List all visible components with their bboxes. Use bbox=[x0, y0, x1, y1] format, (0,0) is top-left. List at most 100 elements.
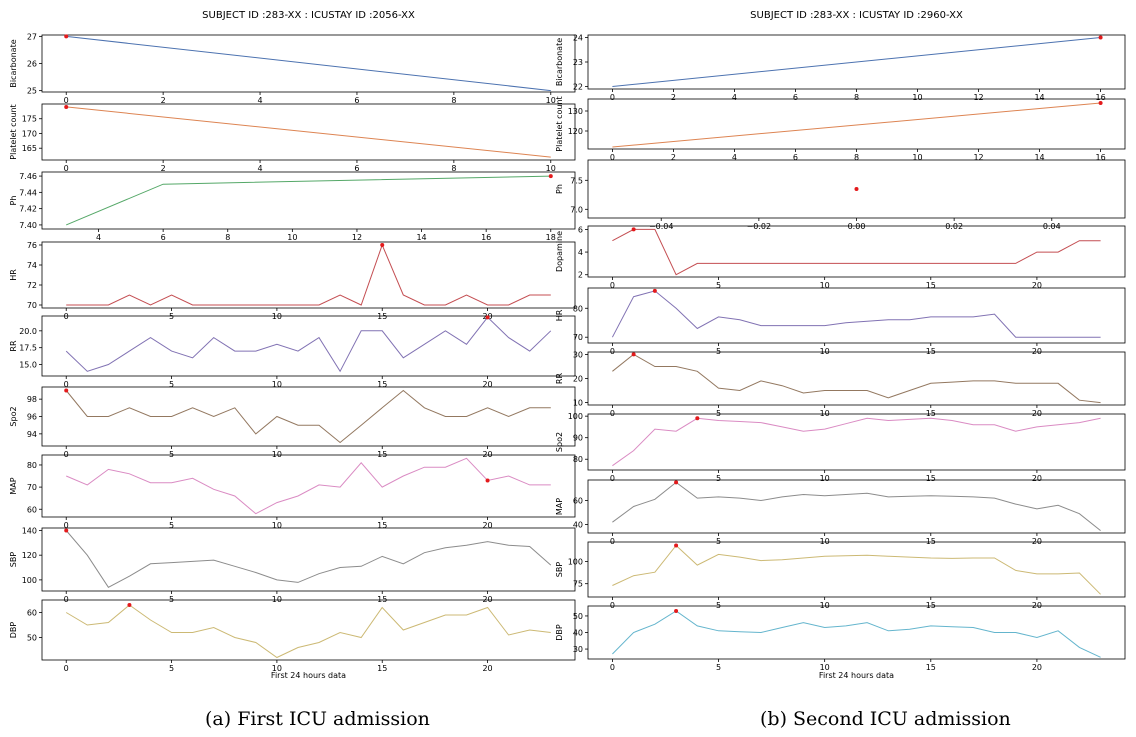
x-tick-label: 10 bbox=[820, 347, 830, 356]
series-line bbox=[612, 228, 1101, 276]
x-tick-label: 5 bbox=[169, 312, 174, 321]
y-tick-label: 175 bbox=[22, 115, 37, 124]
y-axis-label: Spo2 bbox=[555, 432, 564, 452]
y-tick-label: 17.5 bbox=[19, 344, 37, 353]
subplot-hr: 70 80 0 5 10 15 20 HR bbox=[555, 287, 1126, 356]
y-tick-label: 7.5 bbox=[570, 176, 583, 185]
x-tick-label: 2 bbox=[671, 93, 676, 102]
x-tick-label: 0 bbox=[64, 164, 69, 173]
subplot-ph: 7.40 7.42 7.44 7.46 4 6 8 10 12 14 16 18 Ph bbox=[9, 171, 576, 242]
y-tick-label: 100 bbox=[568, 412, 583, 421]
subplot-dbp: 30 40 50 0 5 10 15 20 DBP bbox=[555, 605, 1126, 672]
x-tick-label: 16 bbox=[1095, 153, 1105, 162]
x-tick-label: 20 bbox=[482, 664, 492, 673]
y-axis-label: Bicarbonate bbox=[9, 39, 18, 87]
y-tick-label: 75 bbox=[573, 580, 583, 589]
x-tick-label: 5 bbox=[716, 281, 721, 290]
x-tick-label: 5 bbox=[169, 450, 174, 459]
x-tick-label: 0 bbox=[610, 601, 615, 610]
x-tick-label: 10 bbox=[272, 450, 282, 459]
subplot-spo2: 94 96 98 0 5 10 15 20 Spo2 bbox=[9, 386, 576, 459]
x-tick-label: 10 bbox=[820, 281, 830, 290]
y-tick-label: 120 bbox=[568, 127, 583, 136]
subplot-bicarbonate: 25 26 27 0 2 4 6 8 10 Bicarbonate bbox=[9, 32, 576, 105]
x-tick-label: 0 bbox=[610, 93, 615, 102]
x-tick-label: 2 bbox=[161, 96, 166, 105]
x-tick-label: 12 bbox=[973, 93, 983, 102]
x-tick-label: 5 bbox=[716, 409, 721, 418]
y-tick-label: 24 bbox=[573, 33, 583, 42]
series-line bbox=[65, 316, 552, 373]
axes-frame bbox=[41, 241, 576, 309]
axes-frame bbox=[587, 479, 1126, 534]
x-tick-label: −0.02 bbox=[747, 222, 772, 231]
x-tick-label: 0.04 bbox=[1043, 222, 1061, 231]
panel-title: SUBJECT ID :283-XX : ICUSTAY ID :2056-XX bbox=[202, 10, 415, 21]
y-tick-label: 30 bbox=[573, 350, 583, 359]
series-line bbox=[612, 610, 1101, 658]
subplot-sbp: 100 120 140 0 5 10 15 20 SBP bbox=[9, 526, 576, 604]
x-tick-label: 8 bbox=[225, 233, 230, 242]
subplot-dbp: 50 60 0 5 10 15 20 DBP bbox=[9, 599, 576, 673]
y-tick-label: 7.40 bbox=[19, 221, 37, 230]
subplot-map: 40 60 0 5 10 15 20 MAP bbox=[555, 479, 1126, 546]
x-tick-label: 10 bbox=[272, 595, 282, 604]
y-tick-label: 72 bbox=[27, 281, 37, 290]
y-tick-label: 6 bbox=[578, 225, 583, 234]
x-tick-label: 4 bbox=[732, 153, 737, 162]
axes-frame bbox=[41, 315, 576, 377]
axes-frame bbox=[587, 287, 1126, 344]
max-point-marker bbox=[631, 352, 636, 357]
x-tick-label: 0 bbox=[610, 347, 615, 356]
x-tick-label: 5 bbox=[169, 664, 174, 673]
max-point-marker bbox=[485, 315, 490, 320]
x-tick-label: 0 bbox=[610, 409, 615, 418]
series-line bbox=[66, 106, 551, 158]
y-tick-label: 60 bbox=[27, 505, 37, 514]
y-tick-label: 130 bbox=[568, 107, 583, 116]
y-tick-label: 170 bbox=[22, 129, 37, 138]
series-line bbox=[612, 102, 1101, 148]
subplot-map: 60 70 80 0 5 10 15 20 MAP bbox=[9, 454, 576, 530]
x-tick-label: 10 bbox=[287, 233, 297, 242]
y-tick-label: 23 bbox=[573, 58, 583, 67]
y-tick-label: 40 bbox=[573, 629, 583, 638]
max-point-marker bbox=[674, 608, 679, 613]
x-axis-label: First 24 hours data bbox=[271, 671, 346, 680]
y-tick-label: 20 bbox=[573, 375, 583, 384]
x-tick-label: 15 bbox=[377, 595, 387, 604]
x-tick-label: 10 bbox=[272, 312, 282, 321]
y-tick-label: 4 bbox=[578, 248, 583, 257]
max-point-marker bbox=[485, 478, 490, 483]
y-tick-label: 22 bbox=[573, 83, 583, 92]
subplot-dopamine: 2 4 6 0 5 10 15 20 Dopamine bbox=[555, 225, 1126, 290]
max-point-marker bbox=[1098, 101, 1103, 105]
x-tick-label: 14 bbox=[1034, 153, 1044, 162]
x-tick-label: −0.04 bbox=[649, 222, 674, 231]
x-tick-label: 0 bbox=[610, 537, 615, 546]
y-axis-label: Spo2 bbox=[9, 406, 18, 426]
x-tick-label: 15 bbox=[926, 601, 936, 610]
axes-frame bbox=[41, 386, 576, 447]
x-axis-label: First 24 hours data bbox=[819, 671, 894, 680]
y-axis-label: MAP bbox=[9, 477, 18, 494]
x-tick-label: 0 bbox=[64, 312, 69, 321]
max-point-marker bbox=[64, 34, 69, 39]
x-tick-label: 20 bbox=[1032, 281, 1042, 290]
x-tick-label: 10 bbox=[820, 601, 830, 610]
x-tick-label: 15 bbox=[377, 664, 387, 673]
x-tick-label: 6 bbox=[793, 153, 798, 162]
max-point-marker bbox=[127, 603, 132, 607]
y-tick-label: 80 bbox=[573, 455, 583, 464]
x-tick-label: 5 bbox=[716, 347, 721, 356]
x-tick-label: 6 bbox=[793, 93, 798, 102]
axes-frame bbox=[41, 454, 576, 518]
y-axis-label: MAP bbox=[555, 498, 564, 515]
x-tick-label: 20 bbox=[1032, 601, 1042, 610]
axes-frame bbox=[41, 527, 576, 592]
y-tick-label: 94 bbox=[27, 430, 37, 439]
